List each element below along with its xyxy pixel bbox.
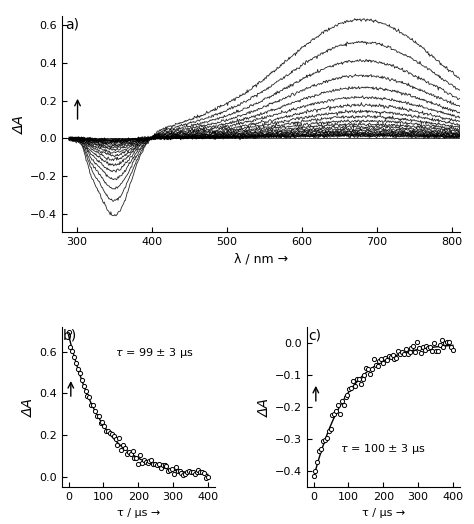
- Text: c): c): [308, 329, 321, 342]
- X-axis label: τ / μs →: τ / μs →: [362, 508, 405, 518]
- X-axis label: λ / nm →: λ / nm →: [234, 253, 288, 266]
- Text: $\tau$ = 99 ± 3 µs: $\tau$ = 99 ± 3 µs: [115, 346, 194, 360]
- Text: $\tau$ = 100 ± 3 µs: $\tau$ = 100 ± 3 µs: [340, 442, 426, 456]
- Y-axis label: ΔA: ΔA: [22, 398, 36, 417]
- Y-axis label: ΔA: ΔA: [13, 115, 27, 134]
- Text: a): a): [65, 18, 80, 32]
- Text: b): b): [63, 329, 77, 342]
- Y-axis label: ΔA: ΔA: [258, 398, 272, 417]
- X-axis label: τ / μs →: τ / μs →: [117, 508, 160, 518]
